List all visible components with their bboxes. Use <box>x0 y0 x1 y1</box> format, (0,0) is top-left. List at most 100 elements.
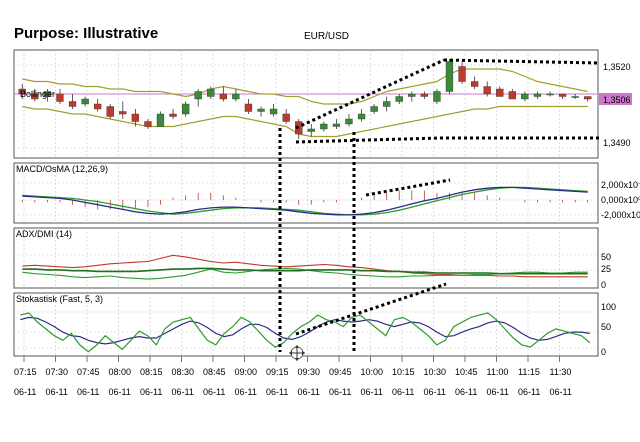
candle-body <box>483 86 491 95</box>
x-tick-time: 09:00 <box>235 367 258 377</box>
candle-body <box>558 93 567 97</box>
x-tick-time: 07:30 <box>46 367 69 377</box>
x-tick-time: 10:45 <box>455 367 478 377</box>
x-tick-time: 07:15 <box>14 367 37 377</box>
price-indicator-label: Bollinger <box>20 89 55 99</box>
x-tick-date: 06-11 <box>361 387 383 397</box>
stoch-tick-50: 50 <box>601 322 611 332</box>
x-tick-time: 08:45 <box>203 367 226 377</box>
macd-series <box>21 186 589 216</box>
candle-body <box>471 81 479 87</box>
x-tick-time: 08:30 <box>172 367 195 377</box>
candle-body <box>68 101 77 107</box>
macd-panel-frame <box>13 162 599 224</box>
candle-body <box>244 103 253 112</box>
candle-body <box>546 93 554 96</box>
candle-body <box>282 113 290 122</box>
price-tick-lower: 1,3490 <box>603 138 631 148</box>
candle-body <box>383 101 391 107</box>
x-tick-date: 06-11 <box>172 387 194 397</box>
candle-body <box>194 91 202 100</box>
x-tick-time: 10:15 <box>392 367 415 377</box>
adx-label: ADX/DMI (14) <box>16 229 72 239</box>
candle-body <box>144 121 152 127</box>
x-tick-date: 06-11 <box>109 387 131 397</box>
adx-panel-frame <box>13 227 599 289</box>
candle-body <box>571 96 579 98</box>
adx-tick-50: 50 <box>601 252 611 262</box>
x-tick-time: 08:15 <box>140 367 163 377</box>
x-tick-date: 06-11 <box>14 387 36 397</box>
macd-line <box>22 186 588 216</box>
candle-body <box>533 93 542 97</box>
stoch-trend-line <box>295 282 447 336</box>
candle-body <box>207 88 215 97</box>
chart-title: Purpose: Illustrative <box>14 25 158 42</box>
adx-tick-25: 25 <box>601 264 611 274</box>
candle-body <box>433 91 441 102</box>
adx-line <box>22 267 588 275</box>
candle-body <box>370 106 378 112</box>
x-tick-date: 06-11 <box>487 387 509 397</box>
macd-label: MACD/OsMA (12,26,9) <box>16 164 108 174</box>
x-tick-date: 06-11 <box>140 387 162 397</box>
adx-tick-0: 0 <box>601 280 606 290</box>
x-tick-date: 06-11 <box>298 387 320 397</box>
stoch-panel-frame <box>13 292 599 357</box>
x-tick-time: 10:00 <box>361 367 384 377</box>
candle-body <box>131 113 139 122</box>
candle-body <box>332 123 341 127</box>
candle-body <box>420 93 428 97</box>
x-tick-date: 06-11 <box>203 387 225 397</box>
x-tick-time: 11:15 <box>518 367 540 377</box>
x-tick-date: 06-11 <box>455 387 477 397</box>
x-tick-time: 10:30 <box>424 367 447 377</box>
candle-body <box>56 93 64 102</box>
candle-body <box>408 93 416 97</box>
macd-tick-zero: 0,000x10⁰ <box>601 195 640 205</box>
x-tick-date: 06-11 <box>392 387 414 397</box>
candle-body <box>496 88 504 97</box>
candle-body <box>269 108 278 115</box>
candle-body <box>181 103 190 115</box>
x-tick-date: 06-11 <box>518 387 540 397</box>
stoch-k-line <box>20 312 591 353</box>
candle-body <box>119 111 127 115</box>
x-tick-date: 06-11 <box>46 387 68 397</box>
bollinger-upper-band <box>22 68 588 105</box>
candle-body <box>93 103 102 110</box>
x-tick-date: 06-11 <box>424 387 446 397</box>
stoch-tick-100: 100 <box>601 302 616 312</box>
symbol-label: EUR/USD <box>304 31 349 42</box>
candle-body <box>31 93 39 100</box>
candle-body <box>458 66 466 82</box>
candle-body <box>345 118 353 125</box>
stoch-series <box>20 312 591 353</box>
x-tick-date: 06-11 <box>329 387 351 397</box>
candle-body <box>106 106 114 117</box>
x-tick-date: 06-11 <box>266 387 288 397</box>
candle-body <box>232 93 240 100</box>
annotations <box>278 58 601 352</box>
x-tick-time: 11:00 <box>487 367 509 377</box>
current-price-badge <box>599 93 632 105</box>
adx-series <box>22 254 588 280</box>
stoch-tick-0: 0 <box>601 347 606 357</box>
price-tick-upper: 1,3520 <box>603 62 631 72</box>
x-tick-time: 09:45 <box>329 367 352 377</box>
current-price: 1,3506 <box>603 95 631 105</box>
candle-body <box>169 113 177 117</box>
candle-body <box>219 93 227 100</box>
candle-body <box>357 113 366 120</box>
macd-trend-line <box>365 178 451 197</box>
price-support-line <box>295 136 441 144</box>
bollinger-lower-band <box>22 105 588 138</box>
candle-body <box>307 128 315 132</box>
candle-body <box>320 123 328 130</box>
crosshair-cursor-icon[interactable] <box>289 345 305 361</box>
candle-body <box>508 91 516 100</box>
x-tick-time: 08:00 <box>109 367 132 377</box>
candle-body <box>521 93 529 100</box>
